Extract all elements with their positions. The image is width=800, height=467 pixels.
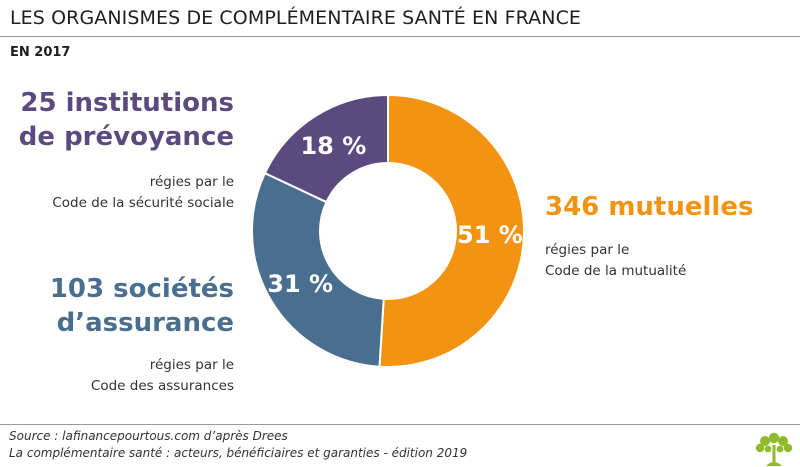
donut-slice-institutions bbox=[263, 93, 389, 204]
societes-desc-line-1: régies par le bbox=[149, 357, 234, 373]
institutions-headline-line-1: 25 institutions bbox=[20, 88, 234, 118]
footer-source: Source : lafinancepourtous.com d’après D… bbox=[9, 429, 288, 443]
mutuelles-headline: 346 mutuelles bbox=[545, 190, 753, 224]
institutions-desc-line-2: Code de la sécurité sociale bbox=[52, 195, 234, 211]
mutuelles-desc-line-2: Code de la mutualité bbox=[545, 263, 687, 279]
donut-label-institutions: 18 % bbox=[300, 132, 366, 160]
mutuelles-headline-line-1: 346 mutuelles bbox=[545, 192, 754, 222]
mutuelles-description: régies par le Code de la mutualité bbox=[545, 240, 686, 282]
donut-label-mutuelles: 51 % bbox=[457, 221, 523, 249]
footer: Source : lafinancepourtous.com d’après D… bbox=[9, 428, 467, 462]
title-divider bbox=[0, 36, 800, 37]
donut-slice-mutuelles bbox=[378, 93, 525, 368]
societes-headline-line-2: d’assurance bbox=[56, 308, 234, 338]
societes-headline-line-1: 103 sociétés bbox=[49, 274, 234, 304]
donut-label-societes: 31 % bbox=[267, 270, 333, 298]
societes-headline: 103 sociétés d’assurance bbox=[50, 272, 234, 340]
tree-icon bbox=[755, 432, 793, 466]
institutions-desc-line-1: régies par le bbox=[149, 174, 234, 190]
institutions-headline: 25 institutions de prévoyance bbox=[19, 86, 234, 154]
donut-slice-societes bbox=[251, 171, 385, 368]
institutions-description: régies par le Code de la sécurité social… bbox=[52, 172, 234, 214]
societes-desc-line-2: Code des assurances bbox=[90, 378, 234, 394]
institutions-headline-line-2: de prévoyance bbox=[18, 122, 234, 152]
mutuelles-desc-line-1: régies par le bbox=[545, 242, 630, 258]
chart-title: LES ORGANISMES DE COMPLÉMENTAIRE SANTÉ E… bbox=[10, 7, 582, 29]
footer-publication: La complémentaire santé : acteurs, bénéf… bbox=[9, 446, 468, 460]
footer-divider bbox=[0, 424, 800, 425]
chart-subtitle: EN 2017 bbox=[10, 45, 71, 60]
societes-description: régies par le Code des assurances bbox=[91, 355, 234, 397]
